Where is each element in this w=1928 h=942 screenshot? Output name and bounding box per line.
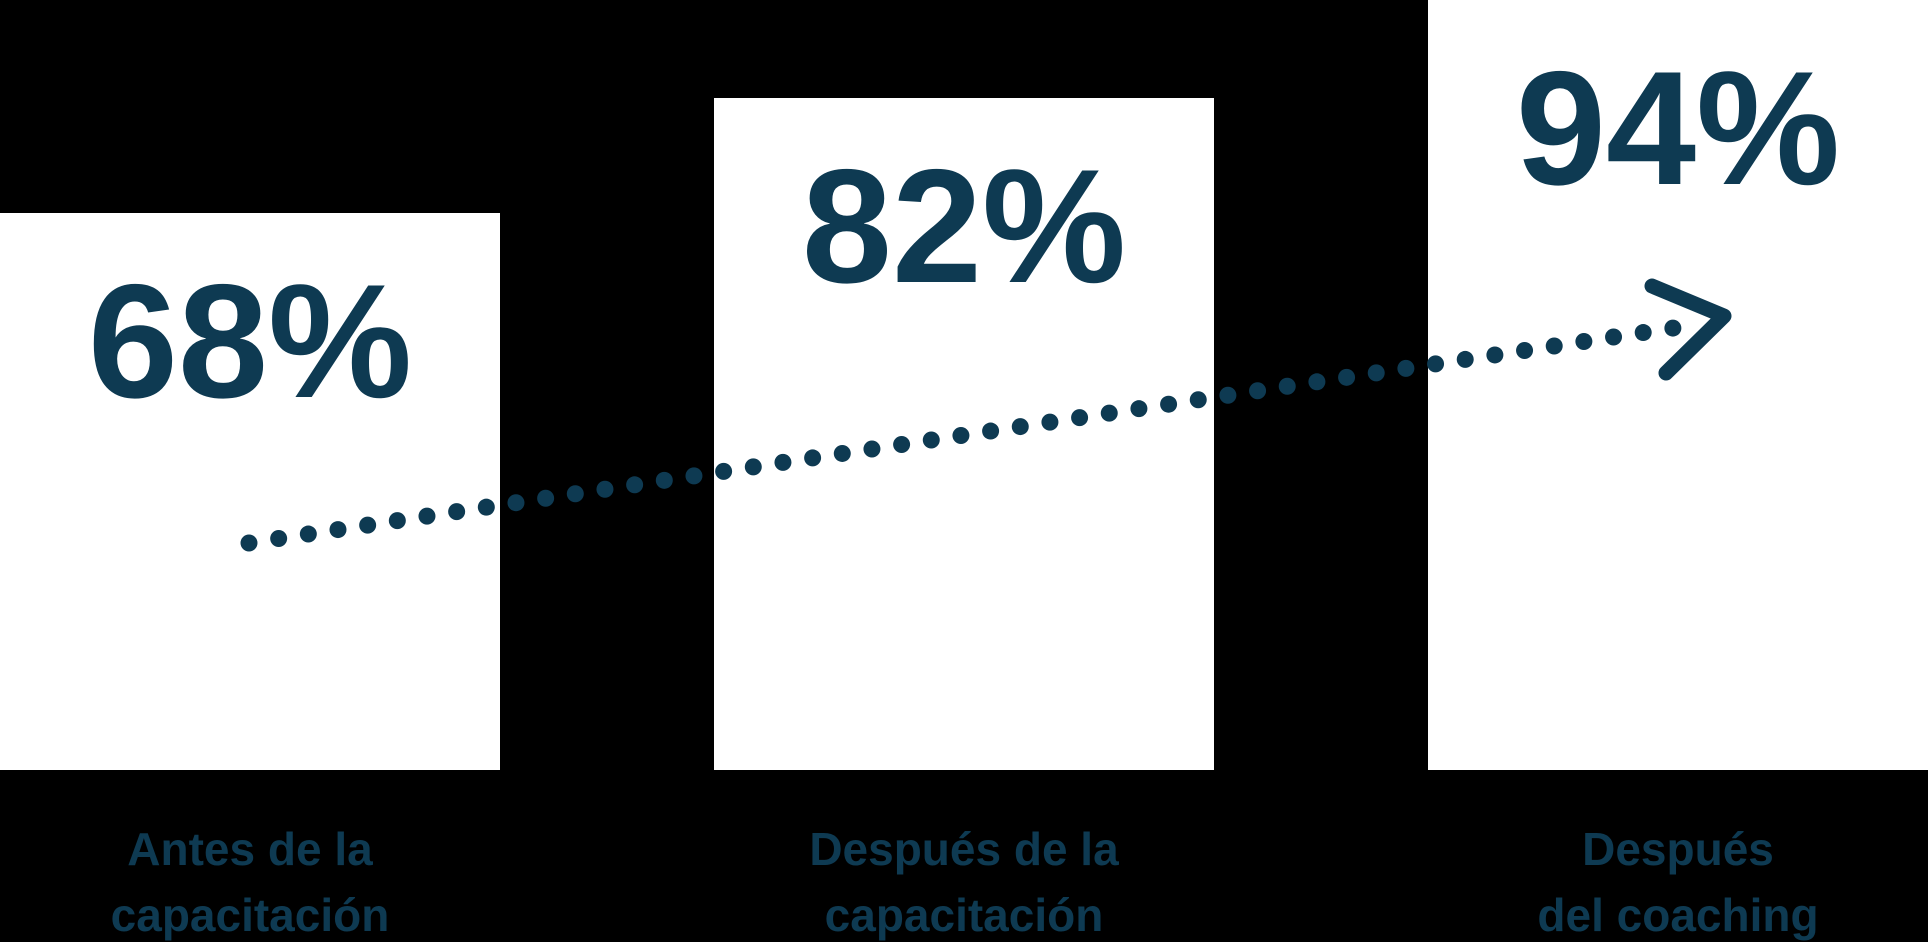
category-label-despues-del-coaching: Después del coaching: [1428, 816, 1928, 942]
bar-value-label: 94%: [1515, 38, 1841, 219]
category-label-line: Antes de la: [127, 823, 373, 875]
bar-despues-de-la-capacitacion: 82%: [714, 98, 1214, 770]
category-label-despues-de-la-capacitacion: Después de la capacitación: [714, 816, 1214, 942]
category-label-line: del coaching: [1537, 889, 1819, 941]
category-label-line: capacitación: [110, 889, 390, 941]
category-label-antes-de-la-capacitacion: Antes de la capacitación: [0, 816, 500, 942]
bar-value-label: 68%: [87, 251, 413, 432]
bar-value-label: 82%: [801, 136, 1127, 317]
category-label-line: Después: [1582, 823, 1774, 875]
bar-antes-de-la-capacitacion: 68%: [0, 213, 500, 770]
category-label-line: capacitación: [824, 889, 1104, 941]
bar-despues-del-coaching: 94%: [1428, 0, 1928, 770]
category-label-line: Después de la: [809, 823, 1119, 875]
